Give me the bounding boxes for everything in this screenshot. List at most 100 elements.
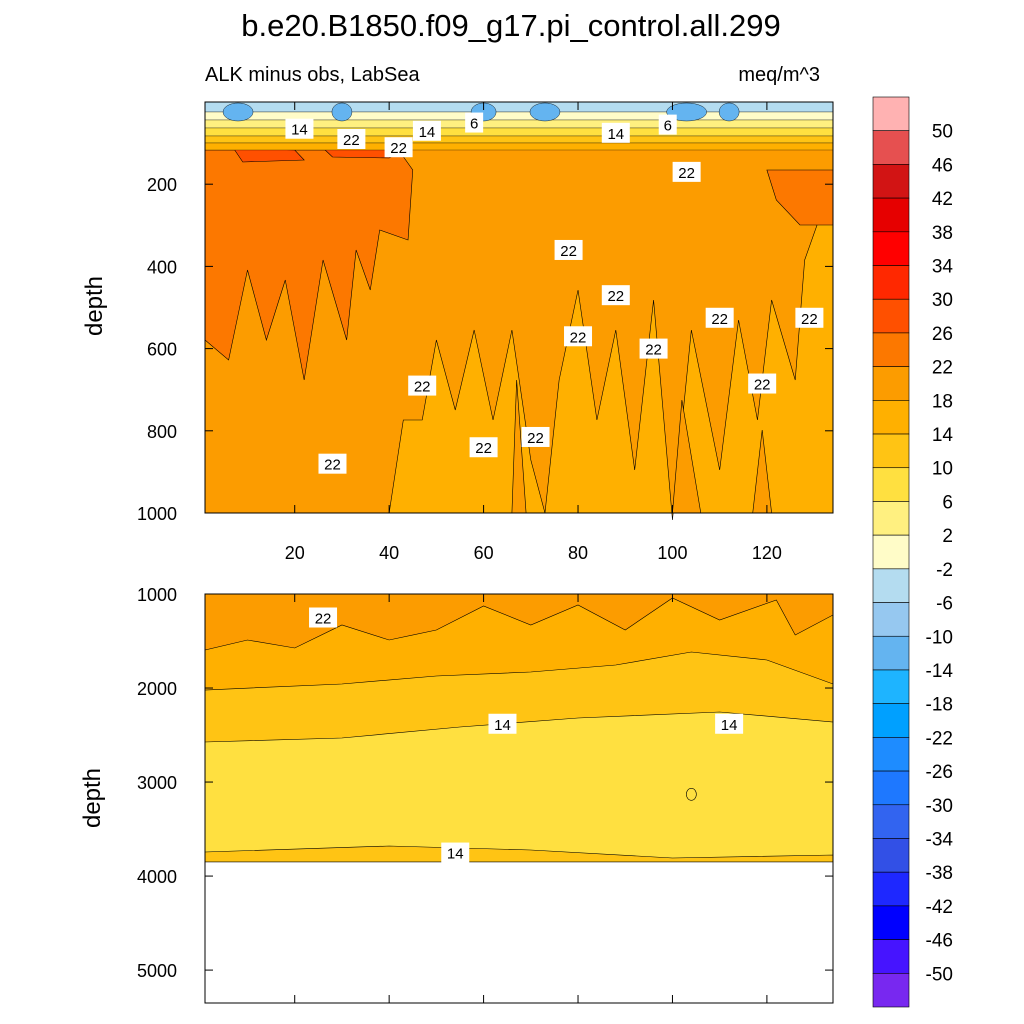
colorbar-label: -30 [926, 796, 953, 817]
colorbar-swatch [872, 298, 910, 334]
colorbar-label: 46 [932, 155, 953, 176]
top-y-tick-label: 1000 [137, 504, 177, 524]
top-contour-label: 6 [470, 116, 478, 133]
colorbar-label: 6 [942, 492, 953, 513]
top-surface-blue-patch [718, 102, 740, 122]
top-contour-label: 22 [324, 457, 341, 474]
top-plot-area [204, 101, 834, 521]
colorbar-swatch [872, 130, 910, 165]
top-band-26-30-right [766, 169, 834, 226]
top-contour-labels: 14 22 14 6 22 14 6 22 22 22 22 22 22 22 22 22 22 22 22 [285, 112, 824, 474]
top-contour-label-box [465, 112, 484, 133]
top-contour-label: 6 [664, 118, 672, 135]
top-x-tick-label: 20 [285, 543, 305, 563]
top-surface-blue-patch [529, 102, 561, 122]
colorbar-swatch [872, 703, 910, 738]
top-y-tick-label: 600 [147, 340, 177, 360]
colorbar-label: 2 [942, 526, 953, 547]
top-contour-label: 22 [754, 377, 771, 394]
colorbar-label: 22 [932, 358, 953, 379]
colorbar-swatch [872, 804, 910, 839]
colorbar-label: 30 [932, 290, 953, 311]
top-x-tick-label: 60 [474, 543, 494, 563]
colorbar-swatch [872, 197, 910, 233]
top-contour-label: 22 [801, 311, 818, 328]
top-contour-label-box [601, 285, 630, 306]
colorbar: 50 46 42 38 34 30 26 22 18 14 10 6 2 -2 -6 -10 -14 -18 -22… [872, 96, 954, 1008]
top-y-axis-label: depth [81, 276, 108, 336]
top-y-tick-label: 200 [147, 175, 177, 195]
colorbar-swatch [872, 568, 910, 603]
top-contour-label-box [564, 326, 593, 347]
colorbar-label: -46 [926, 931, 953, 952]
colorbar-label: -2 [936, 560, 953, 581]
top-contour-label-box [658, 114, 677, 135]
bottom-contour-label: 14 [721, 717, 738, 734]
top-contour-label-box [408, 375, 437, 396]
top-contour-label: 22 [711, 311, 728, 328]
colorbar-swatch [872, 332, 910, 367]
bottom-contour-label: 14 [494, 717, 511, 734]
colorbar-label: 18 [932, 391, 953, 412]
top-x-tick-label: 80 [568, 543, 588, 563]
bottom-contour-label-box [488, 713, 517, 734]
colorbar-label: -42 [926, 897, 953, 918]
bottom-contour-label-box [309, 607, 338, 628]
colorbar-swatch [872, 96, 910, 132]
bottom-contour-label: 22 [315, 611, 332, 628]
top-contour-label-box [601, 122, 630, 143]
top-contour-label-box [384, 137, 413, 158]
bottom-band-22-26 [204, 593, 834, 651]
top-contour-label: 14 [419, 124, 436, 141]
top-x-tick-label: 100 [657, 543, 687, 563]
top-contour-label-box [318, 453, 347, 474]
colorbar-label: 50 [932, 122, 953, 143]
colorbar-label: 42 [932, 189, 953, 210]
colorbar-swatch [872, 164, 910, 199]
top-contour-label-box [705, 307, 734, 328]
bottom-y-tick-label: 4000 [137, 867, 177, 887]
top-contour-label-box [672, 161, 701, 182]
colorbar-label: -38 [926, 863, 953, 884]
colorbar-swatch [872, 871, 910, 907]
top-contour-label-box [639, 338, 668, 359]
colorbar-swatch [872, 501, 910, 536]
top-contour-label: 22 [475, 440, 492, 457]
top-y-tick-label: 400 [147, 257, 177, 277]
top-contour-label: 22 [527, 430, 544, 447]
bottom-y-tick-label: 3000 [137, 773, 177, 793]
top-surface-band [204, 142, 834, 151]
colorbar-label: -34 [926, 829, 954, 850]
top-contour-label-box [554, 239, 583, 260]
top-contour-label: 22 [607, 288, 624, 305]
top-contour-label-box [521, 426, 550, 447]
top-x-tick-label: 120 [752, 543, 782, 563]
top-contour-label-box [412, 120, 441, 141]
colorbar-label: 10 [932, 459, 953, 480]
top-contour-label: 22 [390, 140, 407, 157]
colorbar-label: 38 [932, 223, 953, 244]
top-x-tick-label: 40 [379, 543, 399, 563]
colorbar-swatch [872, 265, 910, 300]
top-contour-label: 22 [414, 379, 431, 396]
colorbar-swatch [872, 838, 910, 873]
top-contour-label-box [469, 437, 498, 458]
colorbar-label: 14 [932, 425, 954, 446]
bottom-contour-label: 14 [447, 846, 464, 863]
top-contour-label: 22 [560, 243, 577, 260]
colorbar-label: -14 [926, 661, 954, 682]
bottom-contour-labels: 22 14 14 14 [309, 607, 744, 863]
bottom-small-contour [686, 787, 697, 801]
colorbar-swatch [872, 635, 910, 671]
figure-title: b.e20.B1850.f09_g17.pi_control.all.299 [241, 8, 781, 43]
bottom-y-tick-label: 5000 [137, 961, 177, 981]
colorbar-label: -18 [926, 695, 953, 716]
colorbar-label: 34 [932, 257, 954, 278]
top-surface-blue-patch [222, 102, 254, 122]
colorbar-swatch [872, 602, 910, 637]
colorbar-swatch [872, 400, 910, 435]
bottom-contour-label-box [441, 842, 470, 863]
bottom-y-axis-label: depth [79, 768, 106, 828]
top-panel-units: meq/m^3 [738, 64, 820, 86]
top-contour-label: 22 [343, 132, 360, 149]
